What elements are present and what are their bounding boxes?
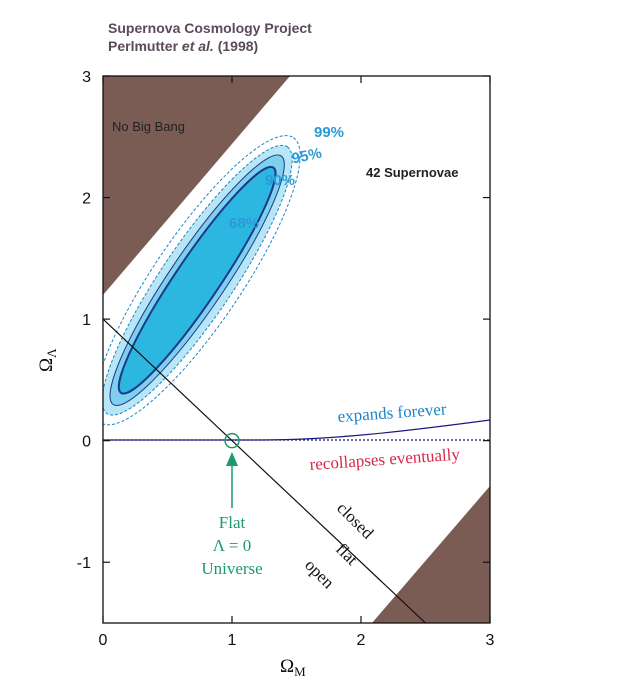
- plot-frame: [102, 75, 491, 624]
- contour-68-band: [117, 165, 277, 395]
- y-tick-label: 3: [82, 69, 91, 86]
- flat-note-line-3: Universe: [201, 559, 262, 578]
- y-axis-label: ΩΛ: [36, 348, 59, 372]
- recollapse-excluded-region: [372, 486, 490, 623]
- y-tick-label: 1: [82, 312, 91, 329]
- contour-label-90: 90%: [265, 172, 295, 189]
- confidence-contours: [103, 135, 301, 426]
- x-tick-label: 1: [228, 632, 237, 649]
- y-tick-label: 0: [82, 434, 91, 451]
- contour-label-99: 99%: [314, 124, 344, 141]
- x-tick-label: 2: [357, 632, 366, 649]
- flat-universe-line: [103, 318, 426, 623]
- x-tick-label: 3: [486, 632, 495, 649]
- expands-forever-curve: [103, 419, 490, 441]
- flat-note-line-1: Flat: [219, 513, 246, 532]
- y-tick-label: -1: [77, 555, 91, 572]
- no-big-bang-label: No Big Bang: [112, 119, 185, 134]
- flat-universe-arrowhead: [226, 452, 238, 466]
- x-axis-ticks: 0 1 2 3: [99, 76, 495, 649]
- no-big-bang-region: [103, 76, 290, 295]
- chart-header-title: Supernova Cosmology Project: [108, 20, 312, 36]
- contour-label-68: 68%: [229, 215, 259, 232]
- x-tick-label: 0: [99, 632, 108, 649]
- x-axis-label: ΩM: [280, 656, 306, 679]
- chart-header-authors: Perlmutter et al. (1998): [108, 38, 259, 54]
- flat-note-line-2: Λ = 0: [213, 536, 251, 555]
- y-tick-label: 2: [82, 191, 91, 208]
- flat-universe-note: Flat Λ = 0 Universe: [201, 452, 263, 578]
- flat-universe-marker: [224, 432, 240, 449]
- contour-label-95: 95%: [290, 145, 323, 168]
- sample-label: 42 Supernovae: [366, 165, 459, 180]
- y-axis-ticks: -1 0 1 2 3: [77, 69, 490, 572]
